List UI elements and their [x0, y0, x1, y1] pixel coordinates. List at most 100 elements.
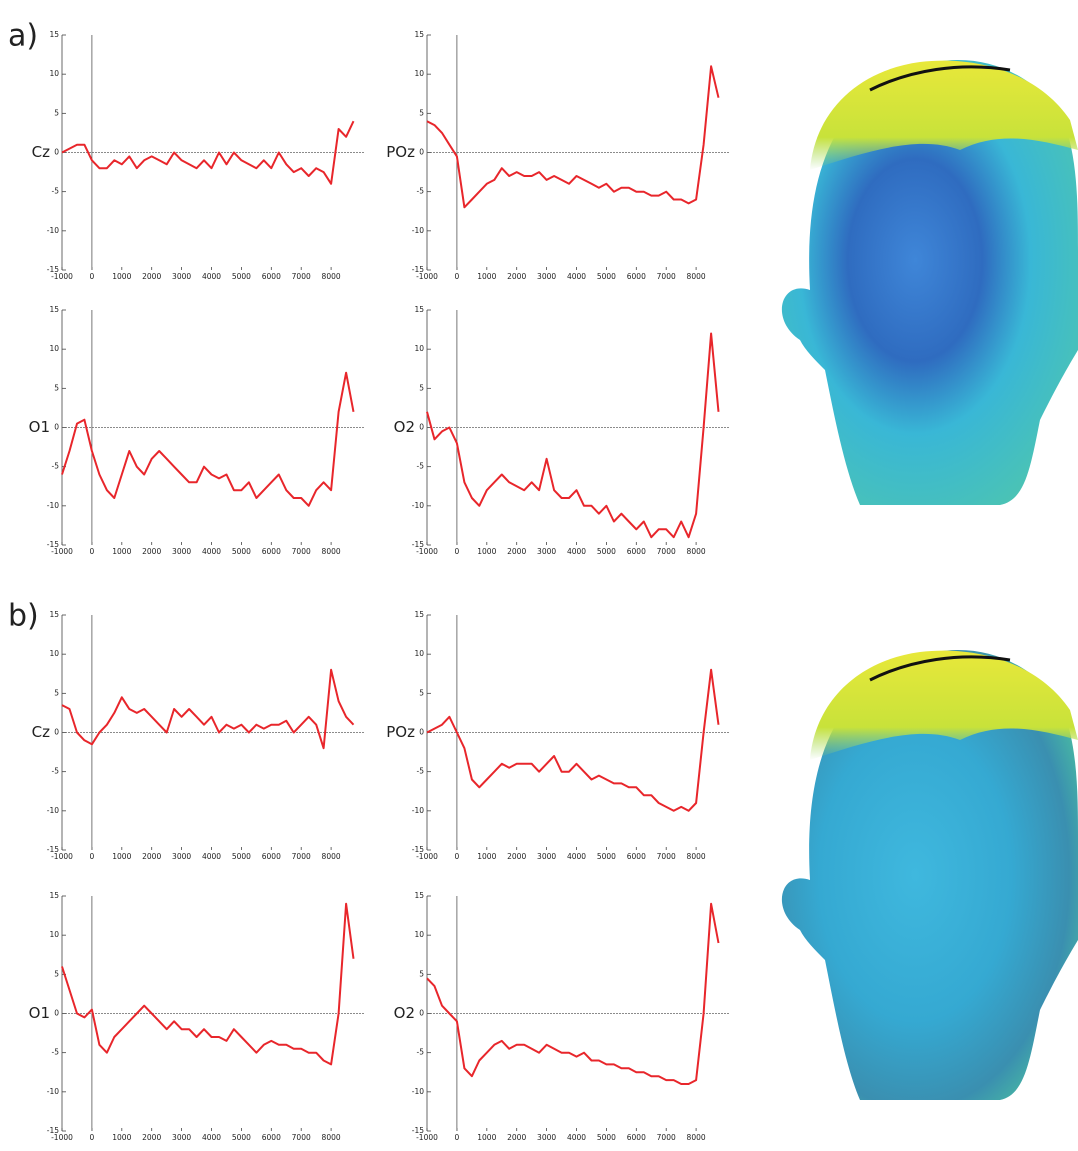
x-tick-label: 5000	[232, 547, 251, 556]
signal-line	[61, 371, 355, 507]
y-tick-label: -10	[47, 501, 59, 510]
y-tick-label: 0	[419, 148, 424, 157]
y-tick-label: 10	[49, 69, 59, 78]
x-tick-label: 1000	[477, 547, 496, 556]
signal-line	[61, 902, 355, 1066]
channel-label: O2	[394, 418, 415, 436]
y-tick-label: 5	[54, 969, 59, 978]
x-tick-label: 7000	[657, 852, 676, 861]
y-tick-label: 5	[419, 383, 424, 392]
y-tick-label: 0	[54, 728, 59, 737]
x-tick-label: 1000	[112, 272, 131, 281]
signal-line	[61, 668, 355, 750]
x-tick-label: 8000	[687, 1133, 706, 1142]
x-tick-label: 8000	[322, 852, 341, 861]
y-tick-label: 15	[49, 30, 59, 39]
x-tick-label: 6000	[627, 1133, 646, 1142]
x-tick-label: 3000	[172, 272, 191, 281]
y-tick-label: 15	[414, 305, 424, 314]
x-tick-label: 0	[90, 547, 95, 556]
y-tick-label: 10	[414, 930, 424, 939]
x-tick-label: 3000	[537, 1133, 556, 1142]
y-tick-label: 5	[54, 688, 59, 697]
x-tick-label: 1000	[477, 272, 496, 281]
y-tick-label: -10	[47, 1087, 59, 1096]
x-tick-label: 5000	[597, 272, 616, 281]
x-tick-label: 2000	[507, 852, 526, 861]
x-tick-label: -1000	[51, 1133, 73, 1142]
x-tick-label: 4000	[567, 852, 586, 861]
x-tick-label: 5000	[232, 272, 251, 281]
x-tick-label: 0	[455, 852, 460, 861]
x-tick-label: 0	[455, 547, 460, 556]
y-tick-label: -10	[412, 501, 424, 510]
y-tick-label: -5	[417, 1048, 425, 1057]
y-tick-label: -15	[47, 540, 59, 549]
x-tick-label: 4000	[202, 852, 221, 861]
x-tick-label: -1000	[51, 547, 73, 556]
y-tick-label: 10	[414, 649, 424, 658]
y-tick-label: -15	[47, 1126, 59, 1135]
y-tick-label: 5	[54, 383, 59, 392]
x-tick-label: 3000	[537, 852, 556, 861]
x-tick-label: 7000	[292, 852, 311, 861]
y-tick-label: 15	[49, 305, 59, 314]
x-tick-label: 7000	[657, 1133, 676, 1142]
head-map-a	[781, 60, 1078, 505]
x-tick-label: 2000	[507, 1133, 526, 1142]
x-tick-label: 7000	[292, 1133, 311, 1142]
y-tick-label: 0	[54, 1009, 59, 1018]
x-tick-label: 4000	[202, 547, 221, 556]
x-tick-label: 2000	[142, 1133, 161, 1142]
x-tick-label: 0	[455, 272, 460, 281]
x-tick-label: 0	[90, 1133, 95, 1142]
x-tick-label: 5000	[597, 547, 616, 556]
panel-label: a)	[8, 19, 38, 54]
x-tick-label: 5000	[597, 852, 616, 861]
x-tick-label: 4000	[567, 547, 586, 556]
y-tick-label: 10	[49, 649, 59, 658]
x-tick-label: 3000	[172, 852, 191, 861]
y-tick-label: -5	[52, 1048, 60, 1057]
channel-label: Cz	[32, 723, 50, 741]
x-tick-label: 5000	[232, 1133, 251, 1142]
x-tick-label: 1000	[112, 547, 131, 556]
x-tick-label: 3000	[537, 547, 556, 556]
y-tick-label: 0	[419, 1009, 424, 1018]
channel-label: O1	[29, 418, 50, 436]
y-tick-label: -5	[417, 187, 425, 196]
x-tick-label: 2000	[142, 852, 161, 861]
x-tick-label: 8000	[687, 547, 706, 556]
x-tick-label: 1000	[477, 852, 496, 861]
x-tick-label: 6000	[262, 852, 281, 861]
y-tick-label: -10	[47, 226, 59, 235]
y-tick-label: -5	[417, 767, 425, 776]
y-tick-label: -15	[412, 540, 424, 549]
x-tick-label: 4000	[567, 1133, 586, 1142]
y-tick-label: 15	[49, 891, 59, 900]
x-tick-label: -1000	[51, 272, 73, 281]
signal-line	[426, 902, 720, 1085]
y-tick-label: 0	[419, 423, 424, 432]
x-tick-label: 2000	[142, 547, 161, 556]
x-tick-label: 6000	[262, 1133, 281, 1142]
x-tick-label: 5000	[597, 1133, 616, 1142]
signal-line	[61, 120, 355, 185]
y-tick-label: -15	[47, 845, 59, 854]
y-tick-label: 10	[414, 69, 424, 78]
y-tick-label: -15	[412, 1126, 424, 1135]
y-tick-label: -15	[47, 265, 59, 274]
channel-label: O1	[29, 1004, 50, 1022]
channel-label: POz	[386, 143, 415, 161]
x-tick-label: -1000	[416, 852, 438, 861]
x-tick-label: 0	[90, 852, 95, 861]
x-tick-label: 7000	[657, 547, 676, 556]
x-tick-label: 2000	[507, 547, 526, 556]
channel-label: O2	[394, 1004, 415, 1022]
x-tick-label: 6000	[627, 852, 646, 861]
y-tick-label: 0	[419, 728, 424, 737]
x-tick-label: 3000	[172, 1133, 191, 1142]
y-tick-label: 5	[54, 108, 59, 117]
signal-line	[426, 668, 720, 812]
